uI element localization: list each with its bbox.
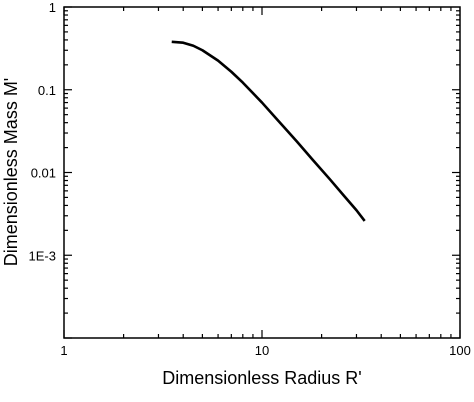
x-tick-label: 1 <box>60 343 67 358</box>
y-tick-label: 1 <box>49 0 56 15</box>
y-axis-title: Dimensionless Mass M' <box>1 78 21 266</box>
series-group <box>171 40 366 222</box>
x-axis-title: Dimensionless Radius R' <box>162 368 362 388</box>
tick-labels: 1 10 100 1 0.1 0.01 1E-3 <box>29 0 471 358</box>
axis-ticks <box>63 6 461 339</box>
x-tick-label: 10 <box>255 343 269 358</box>
y-tick-label: 0.01 <box>31 166 56 181</box>
series-line <box>171 40 366 222</box>
y-tick-label: 1E-3 <box>29 248 56 263</box>
x-tick-label: 100 <box>449 343 471 358</box>
y-tick-label: 0.1 <box>38 83 56 98</box>
plot-frame <box>63 6 461 339</box>
